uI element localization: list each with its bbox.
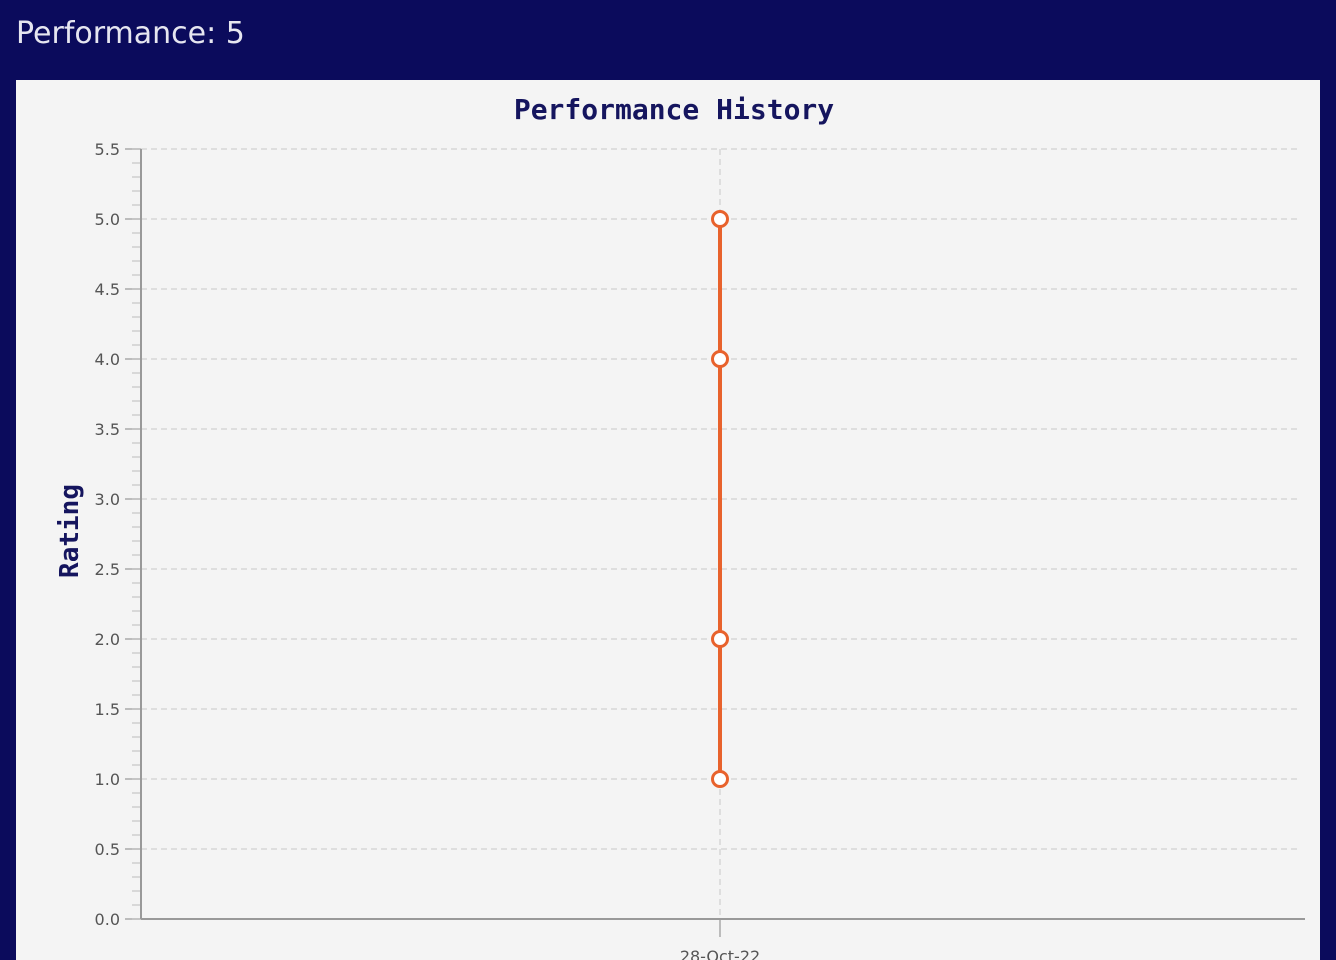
y-tick-label: 4.0 bbox=[95, 350, 120, 369]
performance-chart: Performance History Rating 0.0 0.5 1.0 1.5 2… bbox=[55, 93, 1305, 960]
data-point bbox=[711, 630, 729, 648]
page-header: Performance: 5 bbox=[0, 0, 1336, 80]
y-tick-label: 2.0 bbox=[95, 630, 120, 649]
y-axis-title: Rating bbox=[55, 484, 85, 578]
performance-score: Performance: 5 bbox=[16, 16, 245, 51]
performance-chart-panel: Performance History Rating 0.0 0.5 1.0 1.5 2… bbox=[16, 80, 1320, 960]
y-tick-label: 5.0 bbox=[95, 210, 120, 229]
y-tick-label: 2.5 bbox=[95, 560, 120, 579]
x-tick-label: 28-Oct-22 bbox=[680, 947, 760, 960]
y-tick-label: 3.5 bbox=[95, 420, 120, 439]
y-tick-label: 1.5 bbox=[95, 700, 120, 719]
y-tick-label: 1.0 bbox=[95, 770, 120, 789]
chart-title: Performance History bbox=[514, 93, 834, 126]
data-point bbox=[711, 210, 729, 228]
y-tick-label: 4.5 bbox=[95, 280, 120, 299]
y-tick-label: 5.5 bbox=[95, 140, 120, 159]
y-tick-label: 0.0 bbox=[95, 910, 120, 929]
data-point bbox=[711, 350, 729, 368]
data-point bbox=[711, 770, 729, 788]
y-tick-label: 3.0 bbox=[95, 490, 120, 509]
y-tick-label: 0.5 bbox=[95, 840, 120, 859]
